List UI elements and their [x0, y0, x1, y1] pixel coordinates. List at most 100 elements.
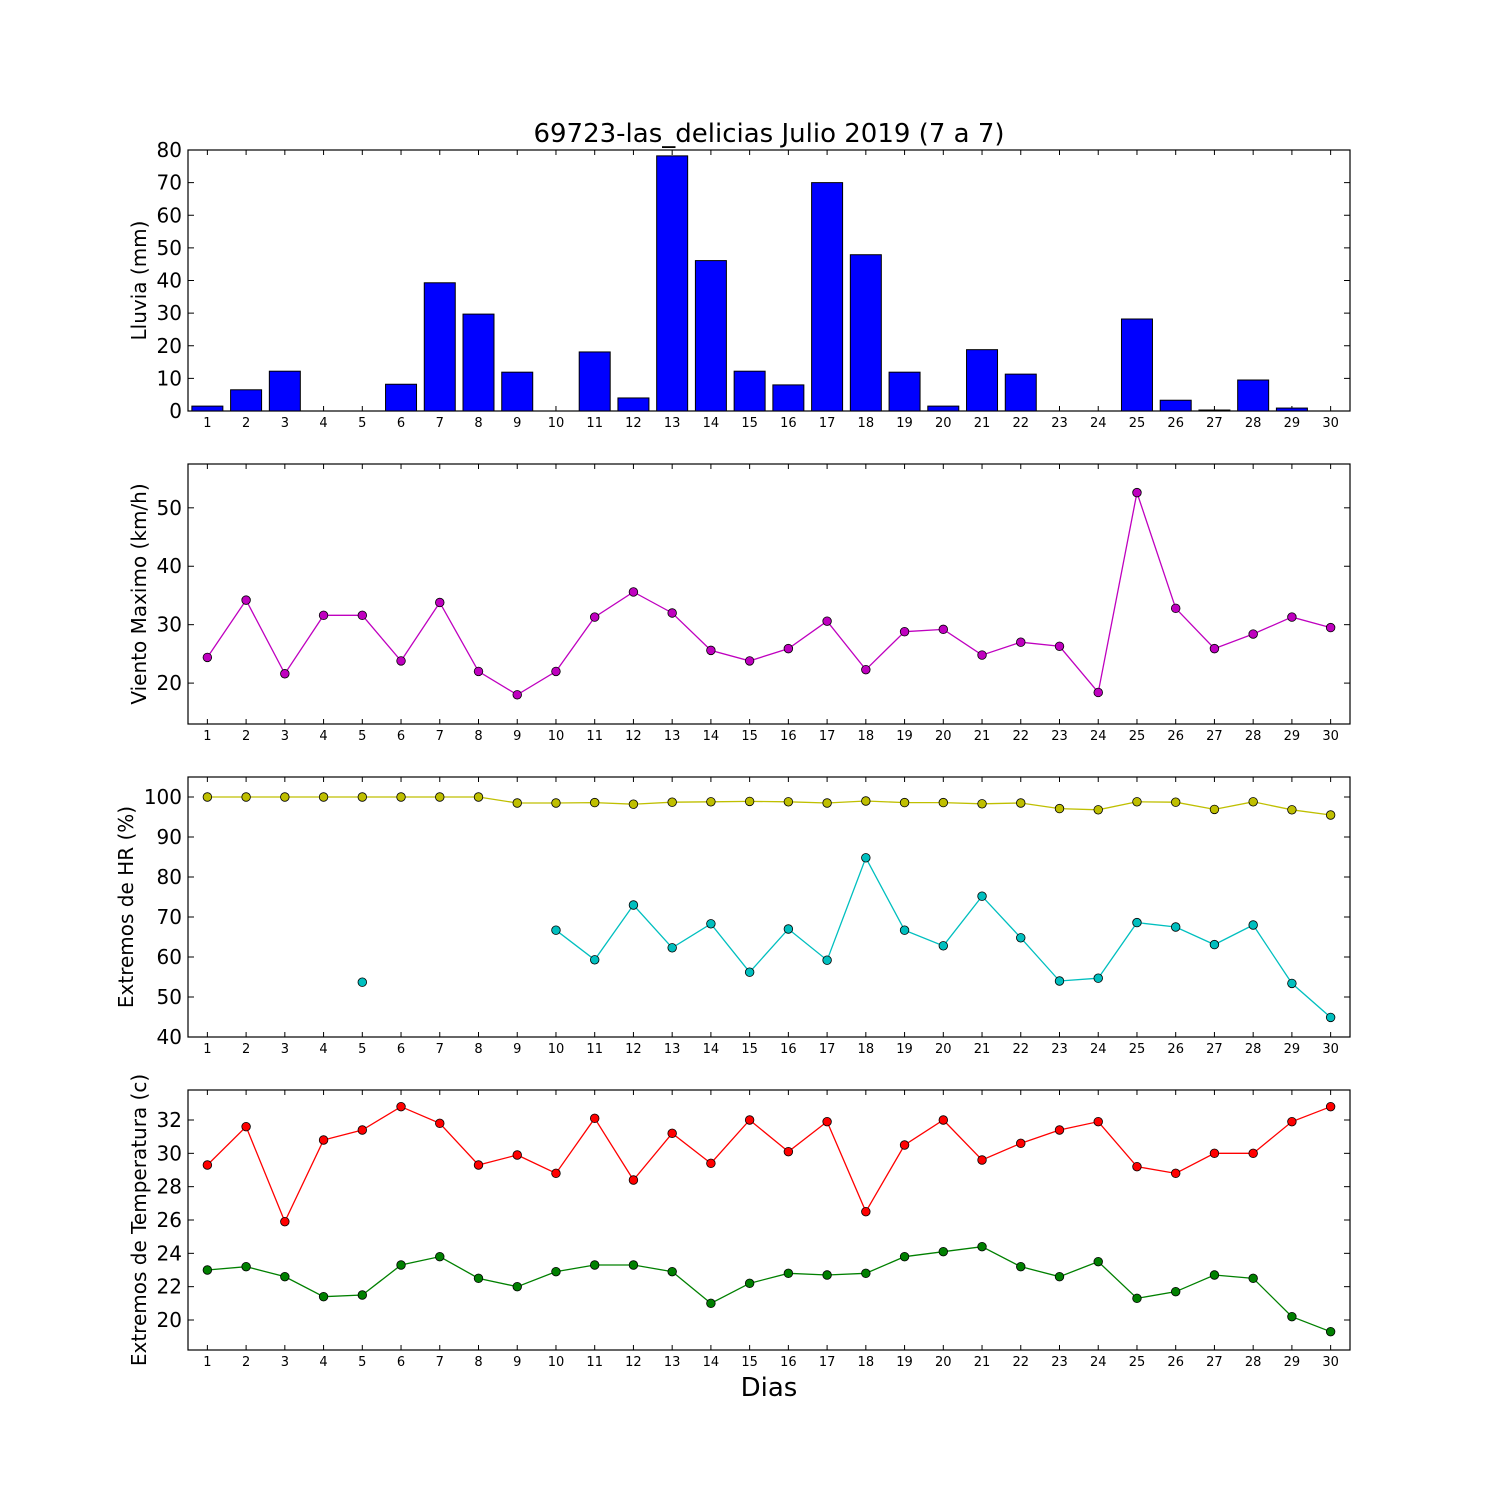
y-tick-label: 60	[157, 945, 182, 969]
bar-day-1	[191, 405, 224, 412]
series-1-point-day-25	[1132, 797, 1142, 807]
series-2-point-day-6	[396, 1260, 406, 1270]
y-tick-label: 60	[157, 203, 182, 227]
x-tick-label: 6	[397, 1355, 405, 1370]
bar-day-14	[694, 260, 727, 412]
series-2-point-day-20	[938, 941, 949, 951]
x-tick-label: 8	[474, 1042, 482, 1057]
x-tick-label: 25	[1129, 416, 1146, 431]
series-2-point-day-29	[1287, 1311, 1297, 1322]
series-1-point-day-1	[202, 792, 213, 802]
x-tick-label: 12	[625, 1042, 642, 1057]
x-tick-label: 21	[974, 1355, 991, 1370]
bar-day-2	[230, 389, 263, 412]
bar-day-21	[966, 349, 999, 412]
panel-4: 1 2 3 4 5 6 7 8 9 10 11 12 13 14 15 16 17 18 19 20 21 22 23 24 2…	[127, 1074, 1351, 1370]
panel-2: 1 2 3 4 5 6 7 8 9 10 11 12 13 14 15 16 17 18 19 20 21 22 23 24 2…	[127, 463, 1351, 744]
y-tick-label: 80	[157, 865, 182, 889]
series-1-point-day-9	[512, 1150, 522, 1160]
x-tick-label: 23	[1051, 1042, 1068, 1057]
series-1-point-day-25	[1132, 1161, 1142, 1172]
x-tick-label: 21	[974, 729, 991, 744]
bar-day-20	[927, 405, 960, 412]
x-tick-label: 15	[741, 1042, 758, 1057]
series-2-point-day-24	[1093, 973, 1103, 983]
x-tick-label: 28	[1245, 1355, 1262, 1370]
series-2-point-day-2	[241, 1261, 251, 1272]
x-tick-label: 4	[319, 1355, 327, 1370]
series-1-point-day-8	[473, 666, 484, 677]
series-1-point-day-17	[822, 798, 832, 808]
series-1-line	[207, 796, 1331, 816]
x-tick-label: 8	[474, 729, 482, 744]
series-1-point-day-11	[590, 797, 600, 808]
x-tick-label: 15	[741, 1355, 758, 1370]
series-2-point-day-19	[899, 1251, 910, 1262]
series-2-point-day-15	[744, 967, 755, 977]
bar-day-22	[1004, 373, 1037, 412]
series-2-line	[207, 1245, 1331, 1333]
series-1-point-day-30	[1325, 622, 1336, 633]
x-tick-label: 10	[548, 416, 565, 431]
series-2-line	[555, 856, 1332, 1018]
y-axis-label: Extremos de HR (%)	[114, 806, 138, 1008]
x-tick-label: 1	[203, 1355, 211, 1370]
series-1-point-day-6	[396, 1101, 406, 1112]
series-1-point-day-13	[667, 608, 677, 618]
series-1-point-day-21	[977, 650, 987, 660]
series-2-point-day-4	[318, 1291, 329, 1302]
series-1-point-day-22	[1016, 1138, 1026, 1149]
y-tick-label: 22	[157, 1275, 182, 1299]
series-2-point-day-26	[1170, 922, 1181, 932]
x-tick-label: 24	[1090, 729, 1107, 744]
series-1-point-day-22	[1016, 798, 1026, 808]
y-axis-label: Lluvia (mm)	[127, 221, 151, 341]
series-1-point-day-6	[396, 792, 406, 802]
x-tick-label: 30	[1322, 1355, 1339, 1370]
x-tick-label: 12	[625, 1355, 642, 1370]
bar-day-28	[1237, 379, 1270, 412]
x-tick-label: 16	[780, 1042, 797, 1057]
bar-day-16	[772, 384, 805, 412]
series-2-point-day-3	[280, 1271, 290, 1282]
series-2-point-day-8	[473, 1273, 484, 1284]
x-tick-label: 11	[586, 1042, 603, 1057]
x-tick-label: 30	[1322, 1042, 1339, 1057]
x-tick-label: 3	[281, 1042, 289, 1057]
series-2-point-day-22	[1016, 1261, 1026, 1272]
series-1-point-day-12	[628, 587, 639, 597]
series-1-point-day-2	[241, 792, 251, 802]
series-1-point-day-18	[861, 664, 871, 675]
y-tick-label: 70	[157, 171, 182, 195]
series-2-point-day-25	[1132, 1293, 1142, 1304]
series-1-point-day-4	[318, 610, 329, 621]
series-1-point-day-23	[1054, 803, 1065, 814]
x-tick-label: 17	[819, 729, 836, 744]
x-tick-label: 29	[1284, 1042, 1301, 1057]
x-tick-label: 4	[319, 729, 327, 744]
x-tick-label: 5	[358, 729, 366, 744]
series-2-point-day-18	[861, 853, 871, 863]
series-1-point-day-20	[938, 797, 949, 808]
x-tick-label: 2	[242, 729, 250, 744]
series-1-point-day-5	[357, 1125, 368, 1135]
x-tick-label: 5	[358, 1355, 366, 1370]
series-1-point-day-30	[1325, 1101, 1336, 1112]
series-2-point-day-16	[783, 924, 794, 934]
series-1-point-day-12	[628, 1175, 639, 1185]
x-tick-label: 11	[586, 1355, 603, 1370]
x-tick-label: 26	[1167, 729, 1184, 744]
x-tick-label: 2	[242, 416, 250, 431]
series-1-point-day-10	[551, 1168, 561, 1179]
series-1-point-day-1	[202, 1160, 213, 1170]
chart-title: 69723-las_delicias Julio 2019 (7 a 7)	[533, 119, 1004, 149]
series-1-point-day-29	[1287, 1116, 1297, 1127]
series-1-point-day-8	[473, 1160, 484, 1170]
series-2-point-day-28	[1248, 1273, 1258, 1284]
series-1-point-day-23	[1054, 1125, 1065, 1135]
x-tick-label: 19	[896, 416, 913, 431]
series-2-point-day-16	[783, 1268, 794, 1279]
series-1-point-day-3	[280, 1216, 290, 1227]
series-2-point-day-18	[861, 1268, 871, 1279]
